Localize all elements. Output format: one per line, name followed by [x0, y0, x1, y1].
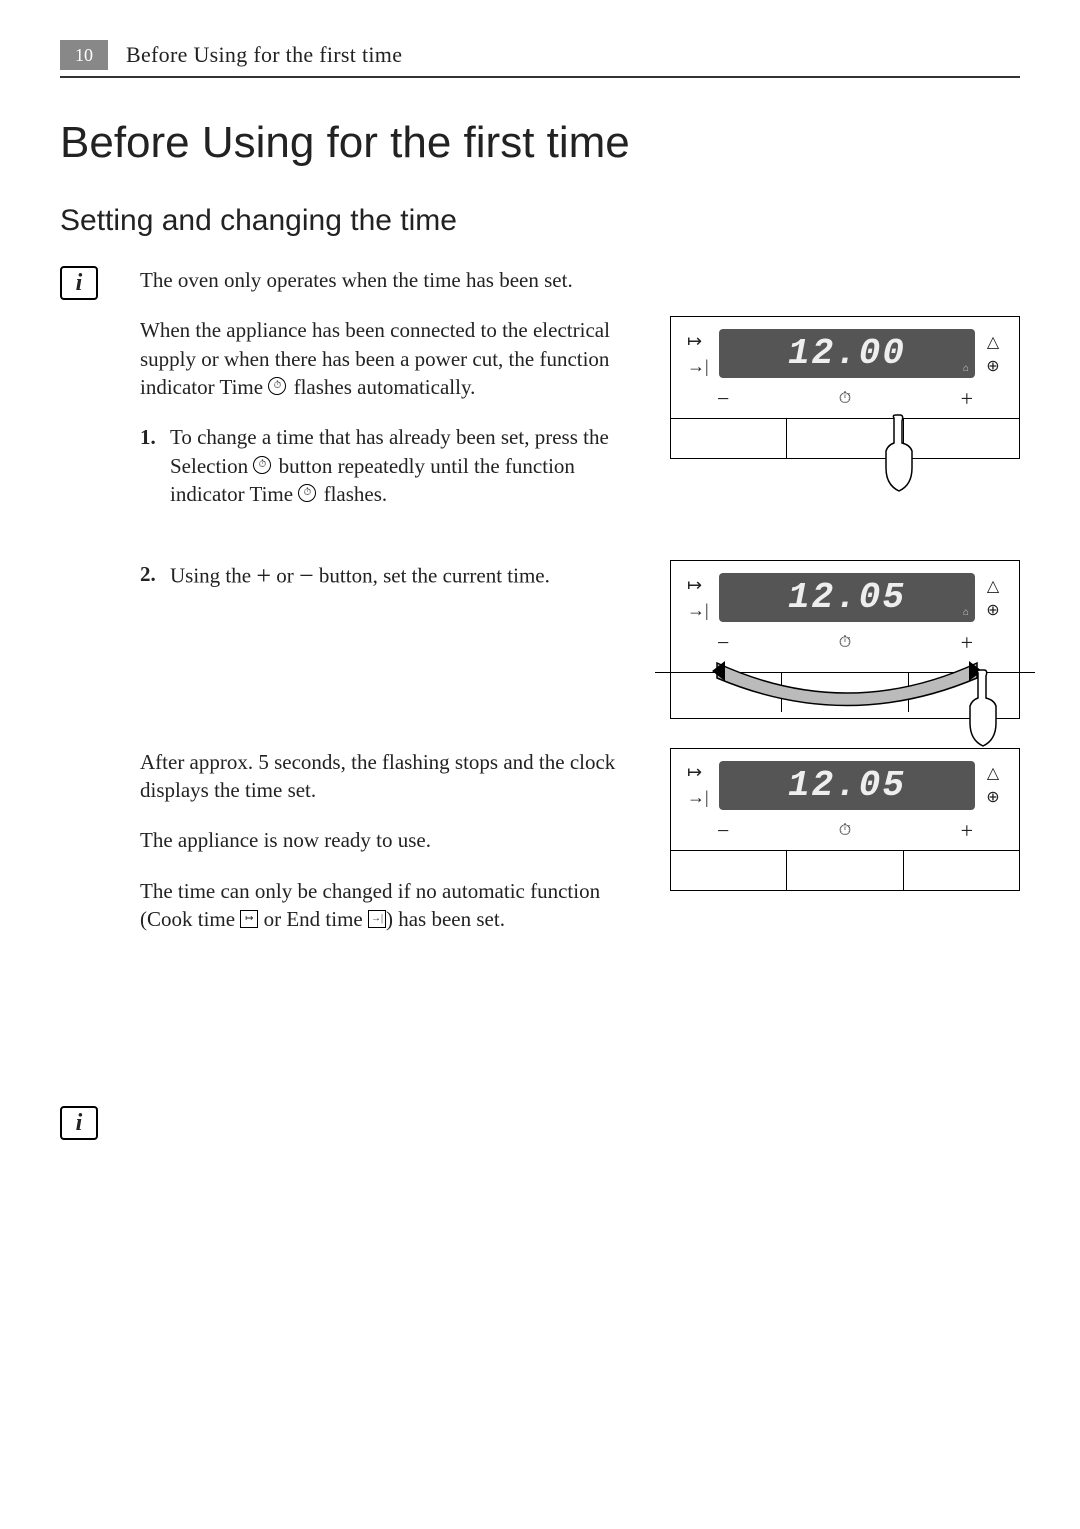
page-header: 10 Before Using for the first time [60, 40, 1020, 78]
after-5-text: After approx. 5 seconds, the flashing st… [140, 748, 638, 805]
plus-button-icon: + [961, 818, 973, 844]
heat-icon: ⌂ [963, 363, 969, 374]
clock-outline-icon: ⊕ [986, 787, 999, 807]
display-figure-3: ↦→| 12.05 △ ⊕ − ⏱ + [670, 748, 1020, 891]
duration-icon: ↦→| [687, 573, 711, 622]
slider-arc-icon [707, 653, 987, 713]
pointing-hand-icon [874, 413, 924, 493]
display-time-2: 12.05 [788, 577, 906, 618]
page-title: Before Using for the first time [60, 118, 1020, 168]
bell-icon: △ [987, 332, 999, 352]
power-connect-text: When the appliance has been connected to… [140, 316, 638, 401]
digital-screen: 12.05 ⌂ [719, 573, 975, 622]
step-block-connect: When the appliance has been connected to… [140, 316, 1020, 530]
selection-button-icon: ⏱ [839, 634, 851, 652]
running-title: Before Using for the first time [126, 42, 402, 68]
display-time-1: 12.00 [788, 333, 906, 374]
cook-time-icon: ↦ [240, 910, 258, 928]
intro-note-text: The oven only operates when the time has… [140, 266, 1020, 294]
display-figure-1: ↦→| 12.00 ⌂ △ ⊕ − ⏱ + [670, 316, 1020, 459]
duration-icon: ↦→| [687, 761, 711, 810]
selection-button-icon: ⏱ [839, 822, 851, 840]
clock-icon: ⏱ [298, 484, 318, 504]
step-2-item: 2. Using the + or − button, set the curr… [140, 560, 638, 595]
step-1-number: 1. [140, 423, 156, 451]
selection-button-icon: ⏱ [839, 390, 851, 408]
pointing-hand-icon [958, 668, 1008, 748]
step-2-number: 2. [140, 560, 156, 588]
display-time-3: 12.05 [788, 765, 906, 806]
clock-icon: ⏱ [268, 377, 288, 397]
section-title: Setting and changing the time [60, 204, 1020, 238]
duration-icon: ↦→| [687, 329, 711, 378]
minus-button-icon: − [717, 386, 729, 412]
final-block: After approx. 5 seconds, the flashing st… [140, 748, 1020, 956]
page-number-badge: 10 [60, 40, 108, 70]
bell-icon: △ [987, 763, 999, 783]
info-icon: i [60, 266, 98, 300]
content-body: i The oven only operates when the time h… [60, 266, 1020, 955]
plus-icon: + [256, 558, 271, 593]
clock-outline-icon: ⊕ [986, 600, 999, 620]
minus-button-icon: − [717, 818, 729, 844]
info-icon: i [60, 1106, 98, 1140]
step-1-item: 1. To change a time that has already bee… [140, 423, 638, 508]
minus-icon: − [299, 558, 314, 593]
bell-icon: △ [987, 576, 999, 596]
digital-screen: 12.00 ⌂ [719, 329, 975, 378]
display-figure-2: ↦→| 12.05 ⌂ △ ⊕ − ⏱ + [670, 560, 1020, 719]
change-note-text: The time can only be changed if no autom… [140, 877, 638, 934]
heat-icon: ⌂ [963, 607, 969, 618]
digital-screen: 12.05 [719, 761, 975, 810]
end-time-icon: →| [368, 910, 386, 928]
selection-icon: ⏱ [253, 456, 273, 476]
clock-outline-icon: ⊕ [986, 356, 999, 376]
step-block-2: 2. Using the + or − button, set the curr… [140, 560, 1020, 727]
ready-text: The appliance is now ready to use. [140, 826, 638, 854]
plus-button-icon: + [961, 386, 973, 412]
